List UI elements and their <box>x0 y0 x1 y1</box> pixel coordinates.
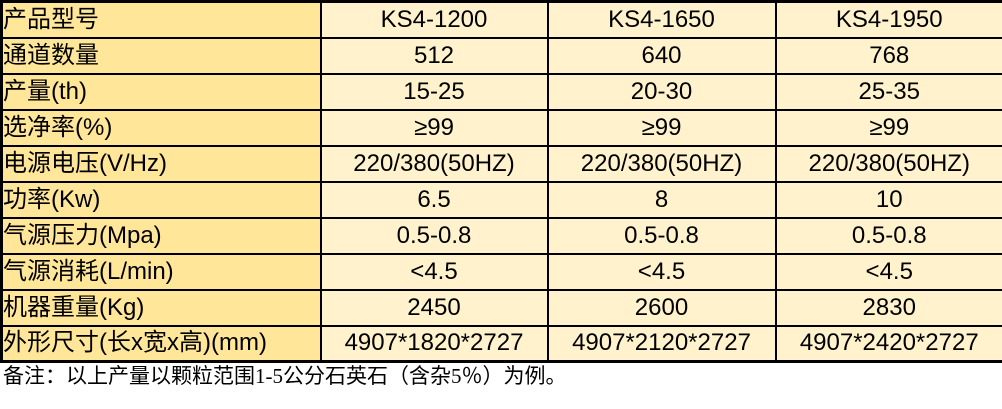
spec-value-cell: 2830 <box>774 288 1002 327</box>
spec-label-cell: 外形尺寸(长x宽x高)(mm) <box>0 324 322 363</box>
spec-row-dimensions: 外形尺寸(长x宽x高)(mm) 4907*1820*2727 4907*2120… <box>0 324 1002 363</box>
spec-value-cell: 15-25 <box>319 72 549 111</box>
spec-value-cell: ≥99 <box>774 108 1002 147</box>
spec-label-cell: 通道数量 <box>0 36 322 75</box>
spec-label-cell: 气源消耗(L/min) <box>0 252 322 291</box>
spec-row-voltage: 电源电压(V/Hz) 220/380(50HZ) 220/380(50HZ) 2… <box>0 144 1002 183</box>
spec-value-cell: 640 <box>546 36 777 75</box>
spec-value-cell: 10 <box>774 180 1002 219</box>
model-header-cell: KS4-1650 <box>546 0 777 39</box>
spec-value-cell: 25-35 <box>774 72 1002 111</box>
spec-row-power: 功率(Kw) 6.5 8 10 <box>0 180 1002 219</box>
spec-label-cell: 气源压力(Mpa) <box>0 216 322 255</box>
footnote: 备注：以上产量以颗粒范围1-5公分石英石（含杂5％）为例。 <box>0 363 1002 391</box>
spec-value-cell: 4907*2120*2727 <box>546 324 777 363</box>
spec-value-cell: 0.5-0.8 <box>319 216 549 255</box>
spec-value-cell: 6.5 <box>319 180 549 219</box>
spec-value-cell: 0.5-0.8 <box>546 216 777 255</box>
spec-value-cell: 8 <box>546 180 777 219</box>
corner-label-cell: 产品型号 <box>0 0 322 39</box>
spec-value-cell: <4.5 <box>319 252 549 291</box>
spec-value-cell: 220/380(50HZ) <box>319 144 549 183</box>
spec-row-air-pressure: 气源压力(Mpa) 0.5-0.8 0.5-0.8 0.5-0.8 <box>0 216 1002 255</box>
spec-label-cell: 机器重量(Kg) <box>0 288 322 327</box>
spec-value-cell: 768 <box>774 36 1002 75</box>
spec-row-air-consumption: 气源消耗(L/min) <4.5 <4.5 <4.5 <box>0 252 1002 291</box>
spec-row-channels: 通道数量 512 640 768 <box>0 36 1002 75</box>
spec-row-weight: 机器重量(Kg) 2450 2600 2830 <box>0 288 1002 327</box>
spec-value-cell: 220/380(50HZ) <box>774 144 1002 183</box>
spec-value-cell: 20-30 <box>546 72 777 111</box>
spec-value-cell: <4.5 <box>546 252 777 291</box>
spec-value-cell: 512 <box>319 36 549 75</box>
model-header-cell: KS4-1200 <box>319 0 549 39</box>
model-header-cell: KS4-1950 <box>774 0 1002 39</box>
spec-label-cell: 功率(Kw) <box>0 180 322 219</box>
spec-value-cell: 0.5-0.8 <box>774 216 1002 255</box>
spec-row-sorting-rate: 选净率(%) ≥99 ≥99 ≥99 <box>0 108 1002 147</box>
spec-value-cell: 2450 <box>319 288 549 327</box>
spec-label-cell: 产量(th) <box>0 72 322 111</box>
spec-row-output: 产量(th) 15-25 20-30 25-35 <box>0 72 1002 111</box>
spec-value-cell: 220/380(50HZ) <box>546 144 777 183</box>
spec-value-cell: <4.5 <box>774 252 1002 291</box>
spec-value-cell: ≥99 <box>319 108 549 147</box>
spec-label-cell: 选净率(%) <box>0 108 322 147</box>
spec-value-cell: 4907*2420*2727 <box>774 324 1002 363</box>
spec-value-cell: 4907*1820*2727 <box>319 324 549 363</box>
spec-label-cell: 电源电压(V/Hz) <box>0 144 322 183</box>
spec-value-cell: ≥99 <box>546 108 777 147</box>
spec-value-cell: 2600 <box>546 288 777 327</box>
product-spec-table: 产品型号 KS4-1200 KS4-1650 KS4-1950 通道数量 512… <box>0 0 1002 363</box>
header-row: 产品型号 KS4-1200 KS4-1650 KS4-1950 <box>0 0 1002 39</box>
